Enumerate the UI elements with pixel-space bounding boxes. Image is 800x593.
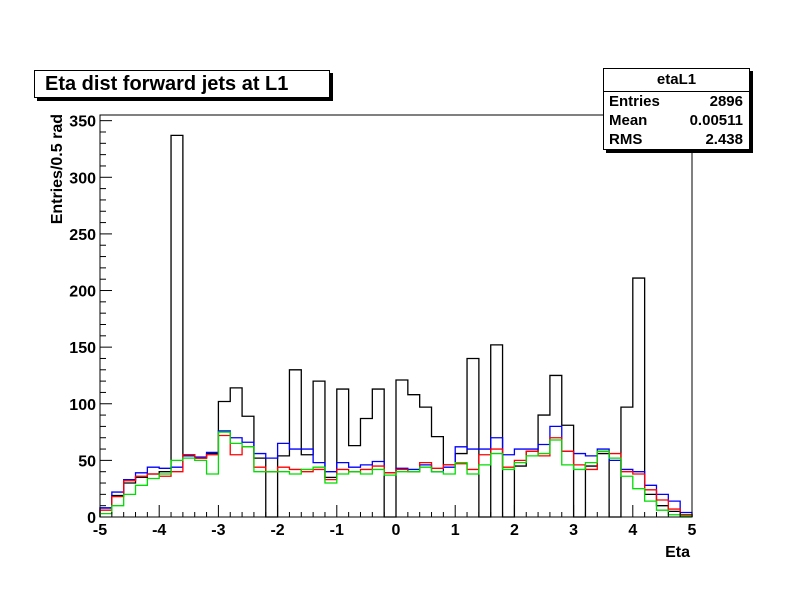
chart-title: Eta dist forward jets at L1 xyxy=(34,70,330,98)
stats-value: 0.00511 xyxy=(689,112,743,129)
y-tick-label: 350 xyxy=(69,114,96,131)
stats-label: RMS xyxy=(609,131,643,148)
y-axis: 0 50 100 150 200 250 300 350 xyxy=(69,114,112,527)
histogram-series xyxy=(99,134,693,518)
x-tick-label: 5 xyxy=(688,522,697,539)
x-tick-label: 1 xyxy=(451,522,460,539)
y-tick-label: 250 xyxy=(69,227,96,244)
stats-box-name: etaL1 xyxy=(604,69,749,92)
x-tick-label: 4 xyxy=(628,522,637,539)
y-tick-label: 50 xyxy=(78,453,96,470)
stats-row-entries: Entries 2896 xyxy=(604,92,749,111)
x-tick-label: 2 xyxy=(510,522,519,539)
y-tick-label: 100 xyxy=(69,397,96,414)
x-tick-label: -2 xyxy=(270,522,284,539)
y-tick-label: 150 xyxy=(69,340,96,357)
y-tick-label: 200 xyxy=(69,284,96,301)
stats-value: 2896 xyxy=(709,93,743,110)
stats-row-rms: RMS 2.438 xyxy=(604,130,749,149)
y-axis-title: Entries/0.5 rad xyxy=(49,114,66,224)
histogram-series xyxy=(99,431,693,517)
x-tick-label: -4 xyxy=(152,522,166,539)
x-tick-label: -5 xyxy=(93,522,107,539)
stats-box: etaL1 Entries 2896 Mean 0.00511 RMS 2.43… xyxy=(603,68,750,150)
stats-value: 2.438 xyxy=(705,131,743,148)
x-tick-label: -1 xyxy=(330,522,344,539)
y-tick-label: 0 xyxy=(87,510,96,527)
x-tick-label: 0 xyxy=(392,522,401,539)
stats-row-mean: Mean 0.00511 xyxy=(604,111,749,130)
stats-label: Entries xyxy=(609,93,660,110)
x-axis: -5 -4 -3 -2 -1 0 1 2 3 4 5 xyxy=(93,505,697,539)
x-tick-label: 3 xyxy=(569,522,578,539)
y-tick-label: 300 xyxy=(69,170,96,187)
histogram-line xyxy=(99,431,693,517)
x-axis-title: Eta xyxy=(665,544,690,561)
stats-label: Mean xyxy=(609,112,648,129)
histogram-line xyxy=(99,134,693,518)
histogram-series-layer xyxy=(99,134,693,518)
x-tick-label: -3 xyxy=(211,522,225,539)
